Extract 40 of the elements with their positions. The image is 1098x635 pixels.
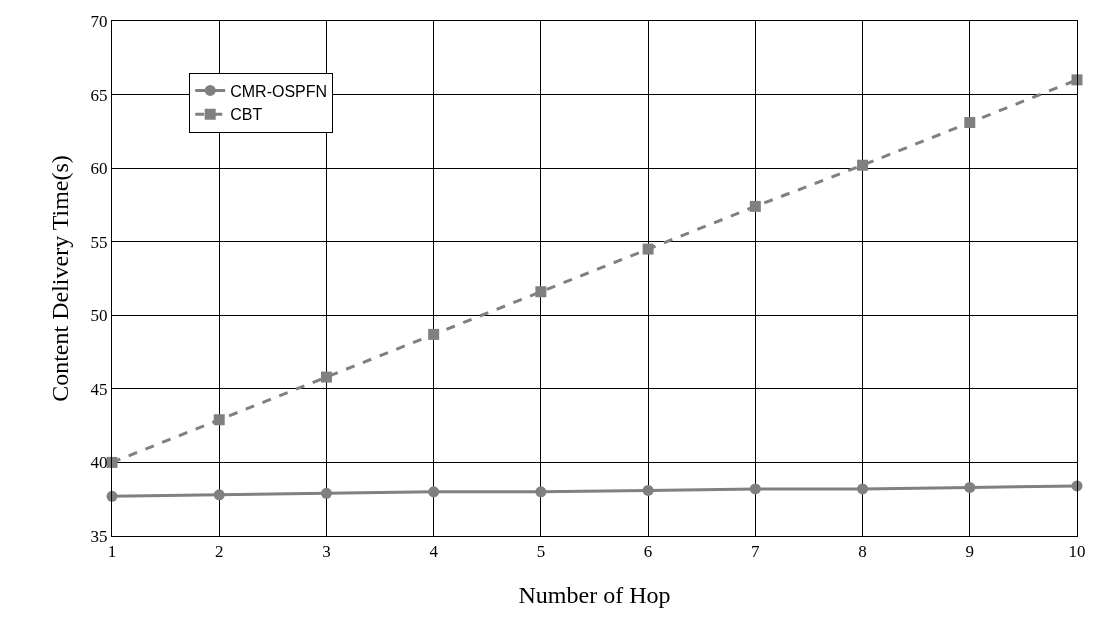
x-tick-label: 9 (965, 542, 975, 562)
y-tick-label: 70 (90, 11, 108, 31)
point (964, 481, 976, 493)
point (642, 484, 654, 496)
point (749, 483, 761, 495)
y-tick-label: 40 (90, 453, 108, 473)
x-axis-title: Number of Hop (518, 581, 671, 608)
y-tick-label: 45 (90, 379, 108, 399)
point (749, 200, 761, 212)
point (857, 159, 869, 171)
point (213, 414, 225, 426)
point (642, 243, 654, 255)
point (320, 487, 332, 499)
point (535, 486, 547, 498)
x-tick-label: 6 (643, 542, 653, 562)
y-tick-label: 55 (90, 232, 108, 252)
legend-label: CMR-OSPFN (230, 82, 328, 100)
x-tick-label: 5 (536, 542, 546, 562)
point (428, 486, 440, 498)
point (857, 483, 869, 495)
x-tick-label: 3 (322, 542, 331, 562)
y-tick-label: 50 (90, 306, 108, 326)
y-tick-label: 60 (90, 159, 108, 179)
x-tick-label: 4 (429, 542, 439, 562)
x-tick-label: 10 (1068, 542, 1086, 562)
point (1071, 74, 1083, 86)
point (964, 117, 976, 129)
x-tick-label: 8 (858, 542, 867, 562)
point (428, 328, 440, 340)
legend-label: CBT (230, 106, 263, 124)
x-tick-label: 7 (751, 542, 761, 562)
point (535, 286, 547, 298)
y-tick-label: 35 (90, 526, 108, 546)
point (106, 456, 118, 468)
y-tick-label: 65 (90, 85, 108, 105)
y-axis-title: Content Delivery Time(s) (46, 155, 73, 402)
x-tick-label: 1 (107, 542, 117, 562)
x-tick-label: 2 (214, 542, 224, 562)
point (213, 489, 225, 501)
point (320, 371, 332, 383)
